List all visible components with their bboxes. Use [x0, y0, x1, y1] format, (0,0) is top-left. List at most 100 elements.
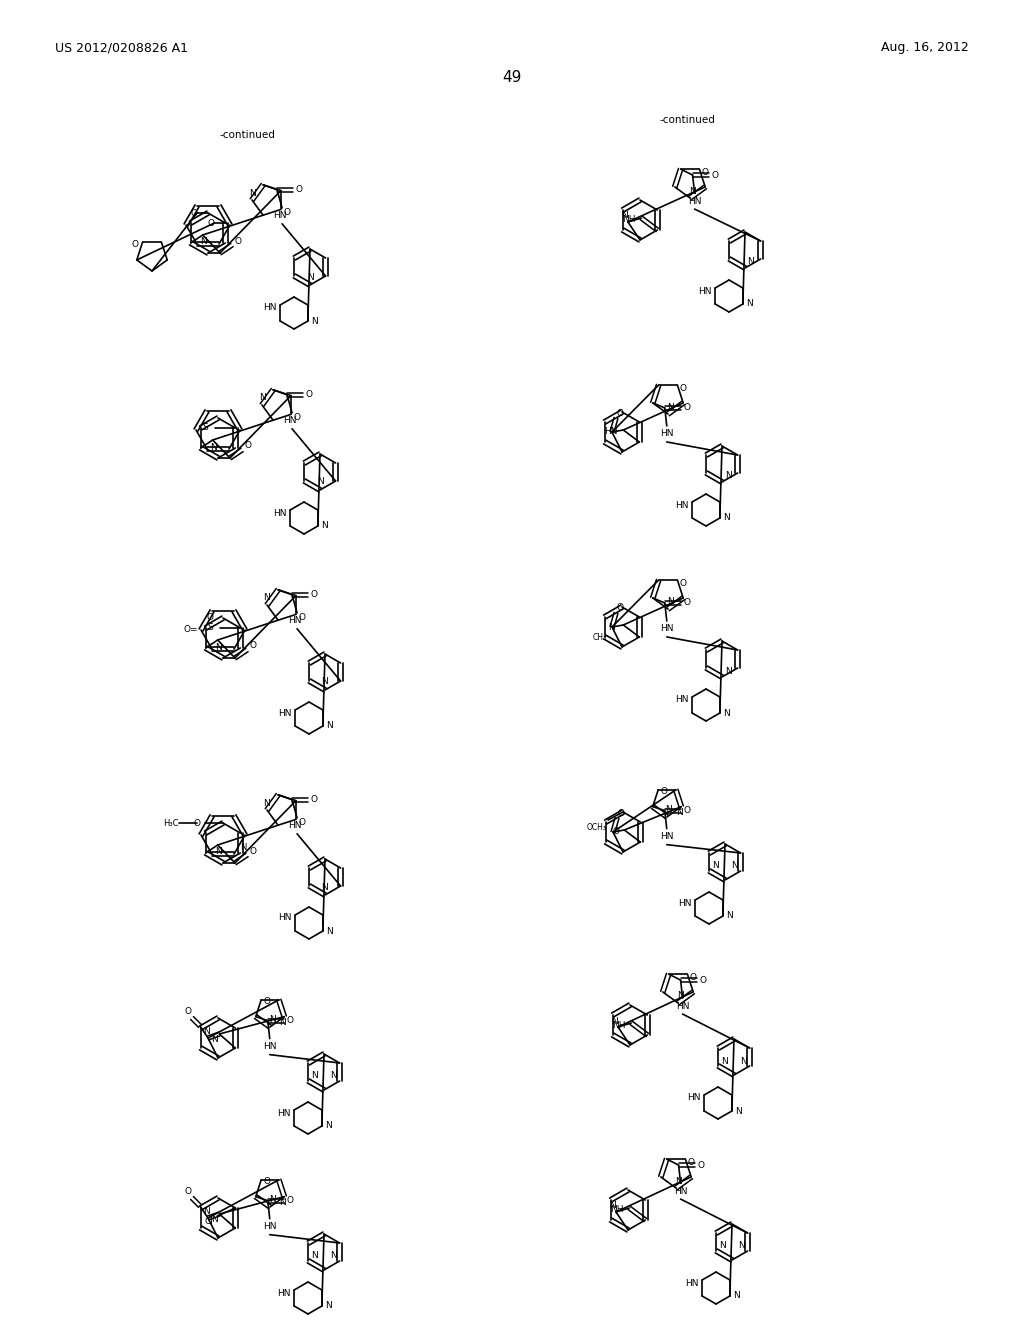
Text: N: N — [268, 1015, 275, 1024]
Text: HN: HN — [676, 696, 689, 705]
Text: HN: HN — [289, 616, 302, 626]
Text: N: N — [211, 1216, 218, 1225]
Text: HN: HN — [279, 709, 292, 718]
Text: HN: HN — [284, 416, 297, 425]
Text: N: N — [725, 667, 731, 676]
Text: N: N — [201, 238, 207, 247]
Text: N: N — [725, 471, 731, 480]
Text: S: S — [203, 424, 208, 433]
Text: N: N — [724, 513, 730, 523]
Text: N: N — [746, 300, 754, 309]
Text: O: O — [683, 404, 690, 412]
Text: N: N — [210, 442, 217, 451]
Text: O: O — [612, 828, 620, 837]
Text: O: O — [680, 578, 687, 587]
Text: N: N — [316, 478, 324, 487]
Text: O: O — [296, 185, 302, 194]
Text: HN: HN — [660, 832, 674, 841]
Text: S: S — [208, 623, 213, 632]
Text: OCH₃: OCH₃ — [587, 824, 607, 833]
Text: HN: HN — [660, 429, 674, 438]
Text: O: O — [208, 219, 215, 227]
Text: O: O — [250, 846, 256, 855]
Text: NH: NH — [610, 1205, 624, 1214]
Text: N: N — [268, 1196, 275, 1204]
Text: O: O — [194, 818, 201, 828]
Text: N: N — [326, 1302, 332, 1311]
Text: HN: HN — [698, 286, 712, 296]
Text: CH₃: CH₃ — [592, 632, 606, 642]
Text: N: N — [666, 805, 673, 814]
Text: N: N — [712, 862, 719, 870]
Text: HN: HN — [279, 913, 292, 923]
Text: N: N — [740, 1056, 746, 1065]
Text: N: N — [726, 912, 733, 920]
Text: NH: NH — [612, 1020, 626, 1030]
Text: N: N — [621, 211, 628, 220]
Text: O: O — [294, 413, 300, 422]
Text: N: N — [326, 1122, 332, 1130]
Text: O: O — [207, 614, 214, 623]
Text: O: O — [131, 239, 138, 248]
Text: Aug. 16, 2012: Aug. 16, 2012 — [882, 41, 969, 54]
Text: N: N — [719, 1242, 726, 1250]
Text: N: N — [203, 1027, 209, 1035]
Text: N: N — [748, 257, 755, 267]
Text: N: N — [688, 186, 695, 195]
Text: N: N — [721, 1056, 728, 1065]
Text: O: O — [688, 1158, 695, 1167]
Text: O: O — [298, 818, 305, 826]
Text: O: O — [305, 391, 312, 399]
Text: N: N — [677, 991, 683, 1001]
Text: N: N — [215, 643, 222, 652]
Text: N: N — [610, 1016, 617, 1026]
Text: N: N — [735, 1106, 742, 1115]
Text: H₃C: H₃C — [164, 818, 179, 828]
Text: N: N — [311, 317, 318, 326]
Text: O: O — [616, 603, 624, 612]
Text: HN: HN — [685, 1279, 699, 1287]
Text: N: N — [731, 862, 738, 870]
Text: N: N — [322, 677, 329, 686]
Text: HN: HN — [660, 624, 674, 634]
Text: NH: NH — [623, 215, 636, 224]
Text: HN: HN — [676, 1002, 689, 1011]
Text: -continued: -continued — [220, 129, 275, 140]
Text: HN: HN — [263, 1041, 276, 1051]
Text: 49: 49 — [503, 70, 521, 86]
Text: US 2012/0208826 A1: US 2012/0208826 A1 — [55, 41, 188, 54]
Text: HN: HN — [688, 197, 701, 206]
Text: O: O — [683, 598, 690, 607]
Text: O: O — [310, 795, 317, 804]
Text: O: O — [660, 787, 668, 796]
Text: Cl: Cl — [205, 1217, 214, 1226]
Text: HN: HN — [278, 1288, 291, 1298]
Text: HN: HN — [278, 1109, 291, 1118]
Text: O: O — [284, 209, 291, 216]
Text: N: N — [279, 1199, 286, 1206]
Text: N: N — [676, 808, 683, 817]
Text: O: O — [234, 236, 242, 246]
Text: O: O — [287, 1196, 293, 1205]
Text: N: N — [327, 927, 333, 936]
Text: N: N — [608, 1201, 615, 1210]
Text: N: N — [311, 1251, 317, 1261]
Text: O: O — [184, 1187, 191, 1196]
Text: O: O — [699, 975, 707, 985]
Text: O: O — [250, 642, 256, 651]
Text: HN: HN — [263, 1222, 276, 1232]
Text: HN: HN — [678, 899, 692, 908]
Text: HN: HN — [676, 500, 689, 510]
Text: N: N — [327, 722, 333, 730]
Text: O: O — [264, 998, 270, 1006]
Text: O: O — [264, 1177, 270, 1187]
Text: N: N — [263, 799, 270, 808]
Text: N: N — [311, 1072, 317, 1081]
Text: N: N — [259, 393, 265, 403]
Text: N: N — [211, 1035, 218, 1044]
Text: O: O — [310, 590, 317, 599]
Text: N: N — [330, 1251, 337, 1261]
Text: O: O — [616, 408, 624, 417]
Text: N: N — [249, 189, 255, 198]
Text: O: O — [190, 209, 198, 218]
